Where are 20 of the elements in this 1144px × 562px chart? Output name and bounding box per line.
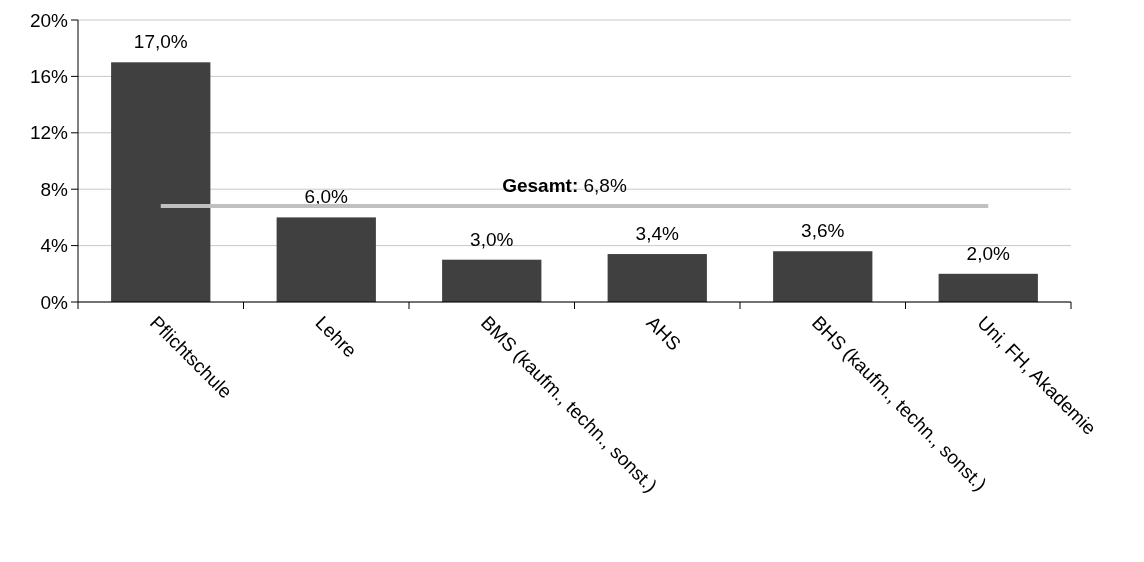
bar: [938, 273, 1038, 302]
bar: [111, 62, 211, 302]
bar: [607, 254, 707, 302]
y-tick-label: 4%: [40, 235, 69, 257]
data-label: 2,0%: [966, 242, 1011, 264]
data-label: 3,4%: [635, 223, 680, 245]
y-tick-label: 12%: [29, 122, 69, 144]
y-tick-label: 8%: [40, 178, 69, 200]
data-label: 6,0%: [304, 186, 349, 208]
data-label: 3,6%: [801, 220, 845, 242]
y-tick-label: 16%: [29, 66, 69, 88]
y-tick-label: 0%: [40, 291, 69, 313]
x-tick-label: AHS: [642, 311, 685, 355]
bar: [773, 251, 873, 302]
bar: [442, 259, 542, 302]
y-tick-label: 20%: [29, 9, 69, 31]
ref-line-label: Gesamt: 6,8%: [502, 175, 627, 197]
data-label: 17,0%: [133, 31, 188, 53]
data-label: 3,0%: [470, 228, 514, 250]
bar: [276, 217, 376, 302]
